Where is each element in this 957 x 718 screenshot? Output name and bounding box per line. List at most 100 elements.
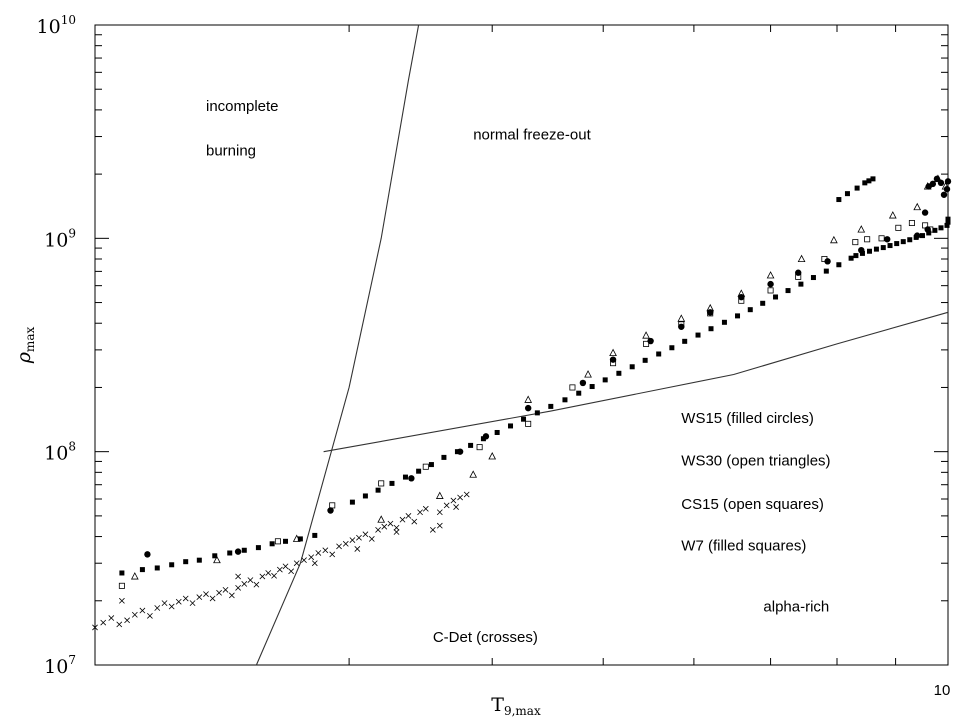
- open-square-point: [895, 224, 902, 231]
- filled-square-point: [589, 384, 595, 390]
- cross-point: [259, 573, 266, 580]
- filled-square-point: [880, 245, 886, 251]
- cross-point: [100, 619, 107, 626]
- open-triangle-point: [923, 182, 932, 190]
- filled-square-point: [853, 253, 859, 259]
- cross-point: [399, 516, 406, 523]
- filled-square-point: [416, 468, 422, 474]
- filled-square-point: [183, 559, 189, 565]
- filled-square-point: [944, 222, 950, 228]
- open-triangle-point: [584, 370, 592, 378]
- cross-point: [271, 572, 277, 579]
- open-square-point: [927, 226, 934, 233]
- filled-square-point: [494, 429, 500, 435]
- region-boundaries: [255, 24, 949, 666]
- cross-point: [417, 509, 423, 516]
- filled-circle-point: [524, 404, 532, 412]
- data-points: [92, 174, 952, 631]
- cross-point: [342, 540, 349, 547]
- open-triangle-point: [377, 515, 386, 523]
- cross-point: [147, 612, 153, 619]
- filled-square-point: [468, 442, 474, 448]
- filled-square-point: [854, 185, 860, 191]
- cross-point: [349, 537, 356, 543]
- open-square-point: [569, 384, 576, 391]
- region-label-normal: normal freeze-out: [473, 127, 591, 144]
- cross-point: [393, 529, 400, 535]
- filled-square-point: [548, 403, 554, 409]
- filled-circle-point: [944, 178, 952, 185]
- filled-square-point: [349, 499, 355, 505]
- open-square-point: [922, 222, 929, 229]
- filled-square-point: [508, 423, 514, 429]
- open-triangle-point: [830, 235, 838, 244]
- open-triangle-point: [857, 225, 866, 233]
- cross-point: [235, 573, 241, 580]
- cross-point: [443, 502, 450, 509]
- filled-circle-point: [456, 448, 464, 455]
- filled-square-point: [227, 550, 233, 556]
- filled-square-point: [859, 250, 865, 256]
- filled-square-point: [576, 390, 582, 396]
- region-label-cs15: CS15 (open squares): [681, 496, 824, 513]
- filled-square-point: [297, 536, 303, 542]
- cross-point: [453, 504, 459, 510]
- filled-square-point: [887, 243, 893, 249]
- cross-point: [336, 543, 342, 550]
- region-label-alpha: alpha-rich: [763, 599, 829, 616]
- filled-square-point: [241, 547, 247, 553]
- open-square-point: [378, 480, 385, 487]
- filled-circle-point: [914, 232, 921, 239]
- open-triangle-point: [488, 452, 497, 460]
- cross-point: [131, 611, 138, 618]
- axis-ticks: 10 107 108 109 1010: [37, 13, 951, 699]
- filled-square-point: [695, 332, 701, 338]
- cross-point: [356, 534, 362, 541]
- open-square-point: [643, 340, 650, 347]
- filled-square-point: [932, 227, 938, 233]
- open-triangle-point: [913, 202, 922, 211]
- region-label-cdet: C-Det (crosses): [433, 629, 538, 646]
- cross-point: [368, 536, 375, 542]
- cross-point: [322, 547, 329, 554]
- y-tick-label: 109: [44, 226, 76, 251]
- filled-square-point: [823, 268, 829, 274]
- filled-square-point: [139, 567, 145, 573]
- open-triangle-point: [130, 572, 139, 580]
- cross-point: [92, 624, 98, 631]
- cross-point: [154, 605, 161, 611]
- cross-point: [175, 598, 182, 605]
- filled-circle-point: [738, 293, 745, 301]
- cross-point: [265, 570, 272, 576]
- open-triangle-point: [213, 555, 221, 564]
- cross-point: [108, 615, 115, 621]
- filled-square-point: [708, 326, 714, 332]
- filled-square-point: [907, 237, 913, 243]
- filled-square-point: [785, 288, 791, 294]
- filled-square-point: [656, 351, 662, 357]
- open-square-point: [678, 321, 685, 328]
- cross-point: [293, 560, 300, 567]
- filled-circle-point: [482, 433, 490, 440]
- region-label-w7: W7 (filled squares): [681, 537, 806, 554]
- filled-square-point: [642, 357, 648, 363]
- plot-frame: [94, 24, 949, 666]
- cross-point: [288, 568, 295, 575]
- open-triangle-point: [609, 348, 617, 357]
- cross-point: [253, 581, 260, 588]
- cross-point: [429, 526, 436, 533]
- open-triangle-point: [888, 211, 897, 219]
- open-square-point: [908, 219, 915, 226]
- cross-point: [247, 577, 254, 583]
- cross-point: [315, 550, 322, 556]
- filled-square-point: [312, 532, 318, 538]
- cross-point: [381, 523, 388, 530]
- y-tick-label: 1010: [37, 13, 76, 38]
- filled-square-point: [873, 246, 879, 252]
- y-tick-label: 107: [44, 653, 76, 678]
- cross-point: [203, 591, 209, 597]
- cross-point: [457, 494, 463, 501]
- cross-point: [241, 581, 248, 587]
- filled-square-point: [919, 233, 925, 239]
- filled-circle-point: [884, 236, 891, 243]
